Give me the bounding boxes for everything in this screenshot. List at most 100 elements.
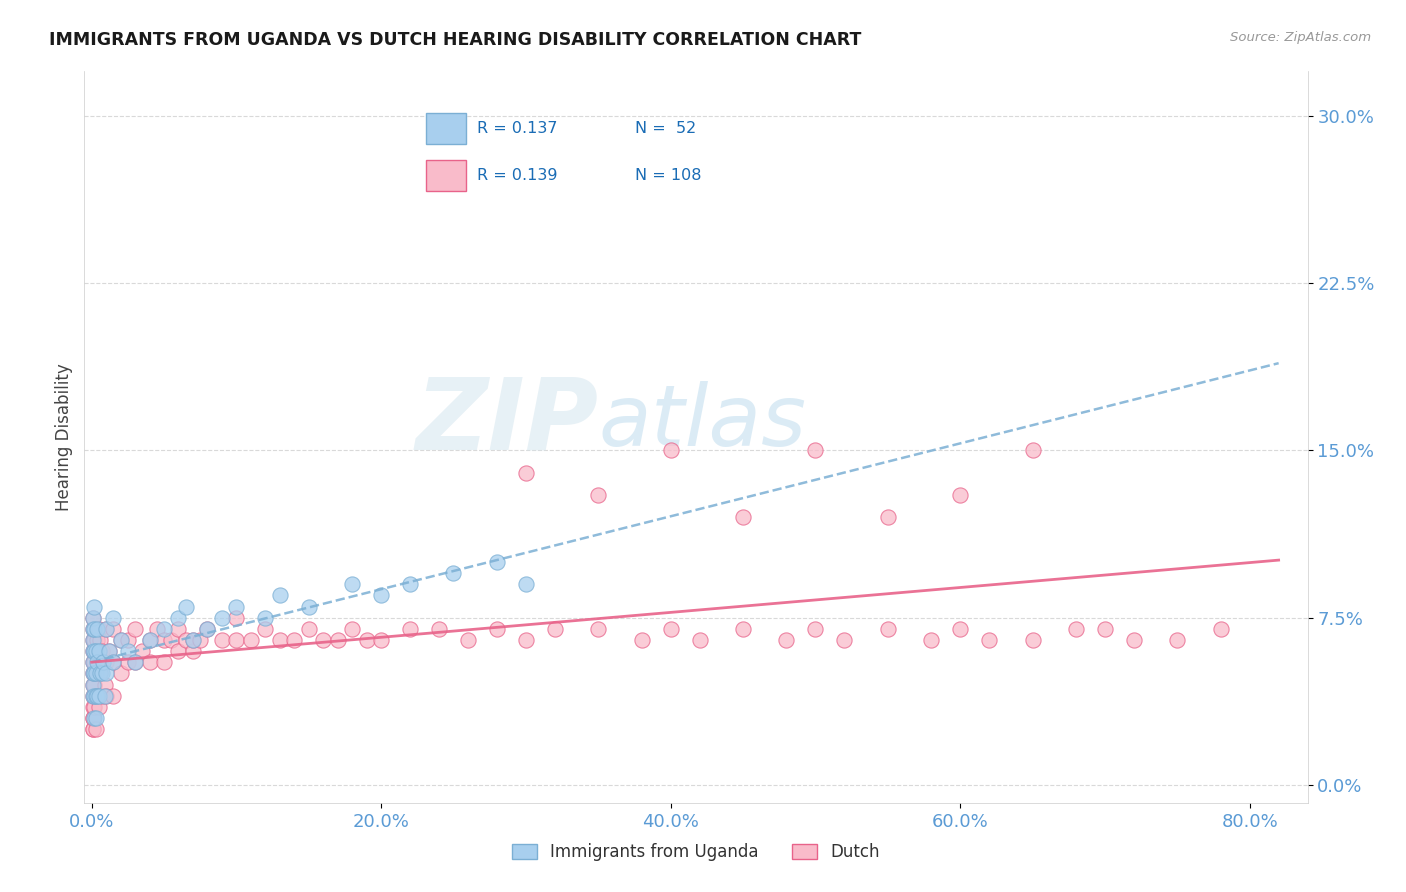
Point [84, 666, 107, 681]
Point [82, 689, 104, 703]
Point [181, 644, 204, 658]
Point [82, 644, 104, 658]
Point [167, 644, 190, 658]
Point [188, 633, 211, 648]
Point [84, 644, 107, 658]
Point [254, 622, 277, 636]
Point [298, 599, 321, 614]
Point [82, 678, 104, 692]
Point [399, 622, 422, 636]
Point [90, 666, 112, 681]
Point [340, 577, 363, 591]
Point [86, 622, 108, 636]
Point [82, 678, 104, 692]
Point [1064, 622, 1087, 636]
Point [91, 655, 114, 669]
Point [89, 666, 111, 681]
Point [86, 689, 108, 703]
Point [86, 666, 108, 681]
Point [82, 666, 104, 681]
Point [356, 633, 378, 648]
Point [84, 644, 107, 658]
Point [145, 622, 167, 636]
Point [225, 633, 247, 648]
Point [98, 644, 121, 658]
Point [181, 633, 204, 648]
Point [731, 510, 754, 524]
Point [110, 633, 132, 648]
Point [83, 711, 105, 725]
Point [485, 622, 508, 636]
Point [84, 689, 107, 703]
Point [94, 666, 117, 681]
Point [588, 488, 610, 502]
Point [89, 633, 111, 648]
Point [588, 622, 610, 636]
Point [86, 655, 108, 669]
Point [283, 633, 305, 648]
Point [1209, 622, 1232, 636]
Point [84, 689, 107, 703]
Text: Source: ZipAtlas.com: Source: ZipAtlas.com [1230, 31, 1371, 45]
Point [181, 633, 204, 648]
Point [167, 622, 190, 636]
Point [84, 723, 107, 737]
Point [82, 633, 104, 648]
Point [90, 644, 112, 658]
Text: ZIP: ZIP [415, 374, 598, 471]
Point [225, 599, 247, 614]
Point [312, 633, 335, 648]
Point [269, 589, 291, 603]
Point [485, 555, 508, 569]
Point [326, 633, 349, 648]
Point [225, 611, 247, 625]
Point [254, 611, 277, 625]
Point [83, 666, 105, 681]
Point [82, 655, 104, 669]
Point [138, 633, 160, 648]
Point [197, 622, 219, 636]
Point [775, 633, 797, 648]
Point [876, 622, 898, 636]
Point [131, 644, 153, 658]
Text: atlas: atlas [598, 381, 806, 464]
Point [211, 633, 233, 648]
Point [94, 622, 117, 636]
Point [1021, 443, 1043, 458]
Point [370, 633, 392, 648]
Point [153, 633, 176, 648]
Point [174, 599, 197, 614]
Point [1094, 622, 1116, 636]
Point [167, 611, 190, 625]
Point [82, 633, 104, 648]
Point [98, 644, 121, 658]
Point [82, 655, 104, 669]
Point [82, 666, 104, 681]
Point [87, 666, 110, 681]
Point [90, 689, 112, 703]
Point [89, 666, 111, 681]
Point [117, 655, 139, 669]
Point [94, 689, 117, 703]
Point [86, 633, 108, 648]
Point [83, 633, 105, 648]
Point [427, 622, 450, 636]
Point [124, 655, 146, 669]
Point [269, 633, 291, 648]
Point [977, 633, 1000, 648]
Point [515, 577, 537, 591]
Point [174, 633, 197, 648]
Point [1021, 633, 1043, 648]
Point [515, 633, 537, 648]
Point [87, 689, 110, 703]
Point [124, 622, 146, 636]
Point [197, 622, 219, 636]
Point [160, 633, 183, 648]
Point [87, 622, 110, 636]
Point [83, 644, 105, 658]
Point [91, 655, 114, 669]
Point [82, 689, 104, 703]
Point [443, 566, 465, 581]
Point [804, 443, 827, 458]
Point [87, 644, 110, 658]
